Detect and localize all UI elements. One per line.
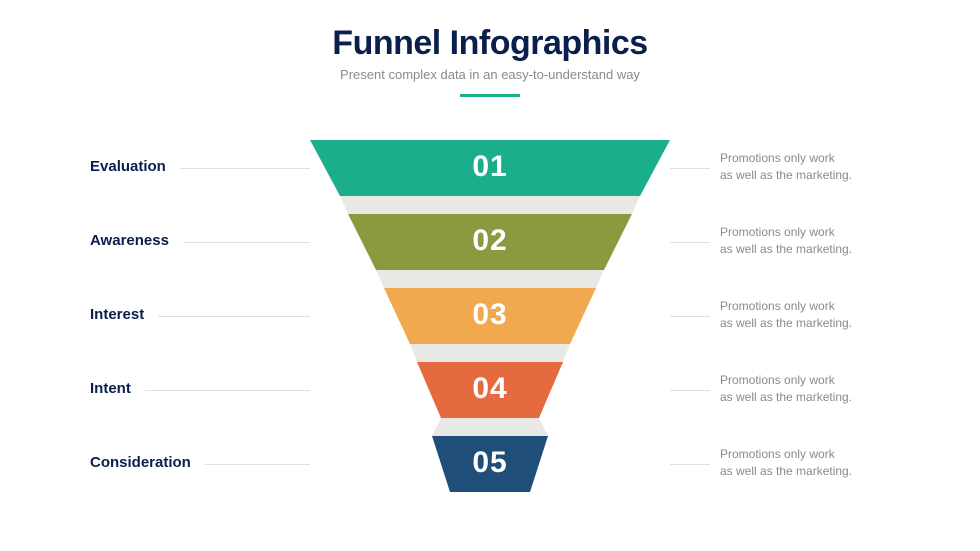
funnel-row: Awareness Promotions only workas well as … xyxy=(0,214,980,270)
stage-description: Promotions only workas well as the marke… xyxy=(710,298,890,333)
stage-description-line: Promotions only work xyxy=(720,372,890,389)
stage-label: Awareness xyxy=(90,232,183,249)
stage-description-line: as well as the marketing. xyxy=(720,389,890,406)
funnel-connector xyxy=(410,344,570,362)
funnel-connector xyxy=(376,270,604,288)
header: Funnel Infographics Present complex data… xyxy=(0,0,980,97)
stage-description-line: Promotions only work xyxy=(720,150,890,167)
page-title: Funnel Infographics xyxy=(0,24,980,63)
stage-description-line: as well as the marketing. xyxy=(720,241,890,258)
stage-description-line: Promotions only work xyxy=(720,298,890,315)
stage-description-line: Promotions only work xyxy=(720,446,890,463)
funnel-connector xyxy=(340,196,640,214)
funnel-row: Interest Promotions only workas well as t… xyxy=(0,288,980,344)
funnel-row: Consideration Promotions only workas well… xyxy=(0,436,980,492)
stage-description: Promotions only workas well as the marke… xyxy=(710,446,890,481)
funnel-content: 0102030405 EvaluationPromotions only wor… xyxy=(0,140,980,520)
stage-description-line: as well as the marketing. xyxy=(720,167,890,184)
stage-description-line: as well as the marketing. xyxy=(720,315,890,332)
stage-label: Consideration xyxy=(90,454,205,471)
funnel-row: Evaluation Promotions only workas well as… xyxy=(0,140,980,196)
funnel-row: Intent Promotions only workas well as the… xyxy=(0,362,980,418)
stage-label: Evaluation xyxy=(90,158,180,175)
stage-description-line: as well as the marketing. xyxy=(720,463,890,480)
stage-label: Intent xyxy=(90,380,145,397)
stage-description-line: Promotions only work xyxy=(720,224,890,241)
stage-description: Promotions only workas well as the marke… xyxy=(710,224,890,259)
stage-label: Interest xyxy=(90,306,158,323)
stage-description: Promotions only workas well as the marke… xyxy=(710,150,890,185)
funnel-connector xyxy=(432,418,548,436)
page-subtitle: Present complex data in an easy-to-under… xyxy=(0,67,980,82)
stage-description: Promotions only workas well as the marke… xyxy=(710,372,890,407)
title-underline xyxy=(460,94,520,97)
